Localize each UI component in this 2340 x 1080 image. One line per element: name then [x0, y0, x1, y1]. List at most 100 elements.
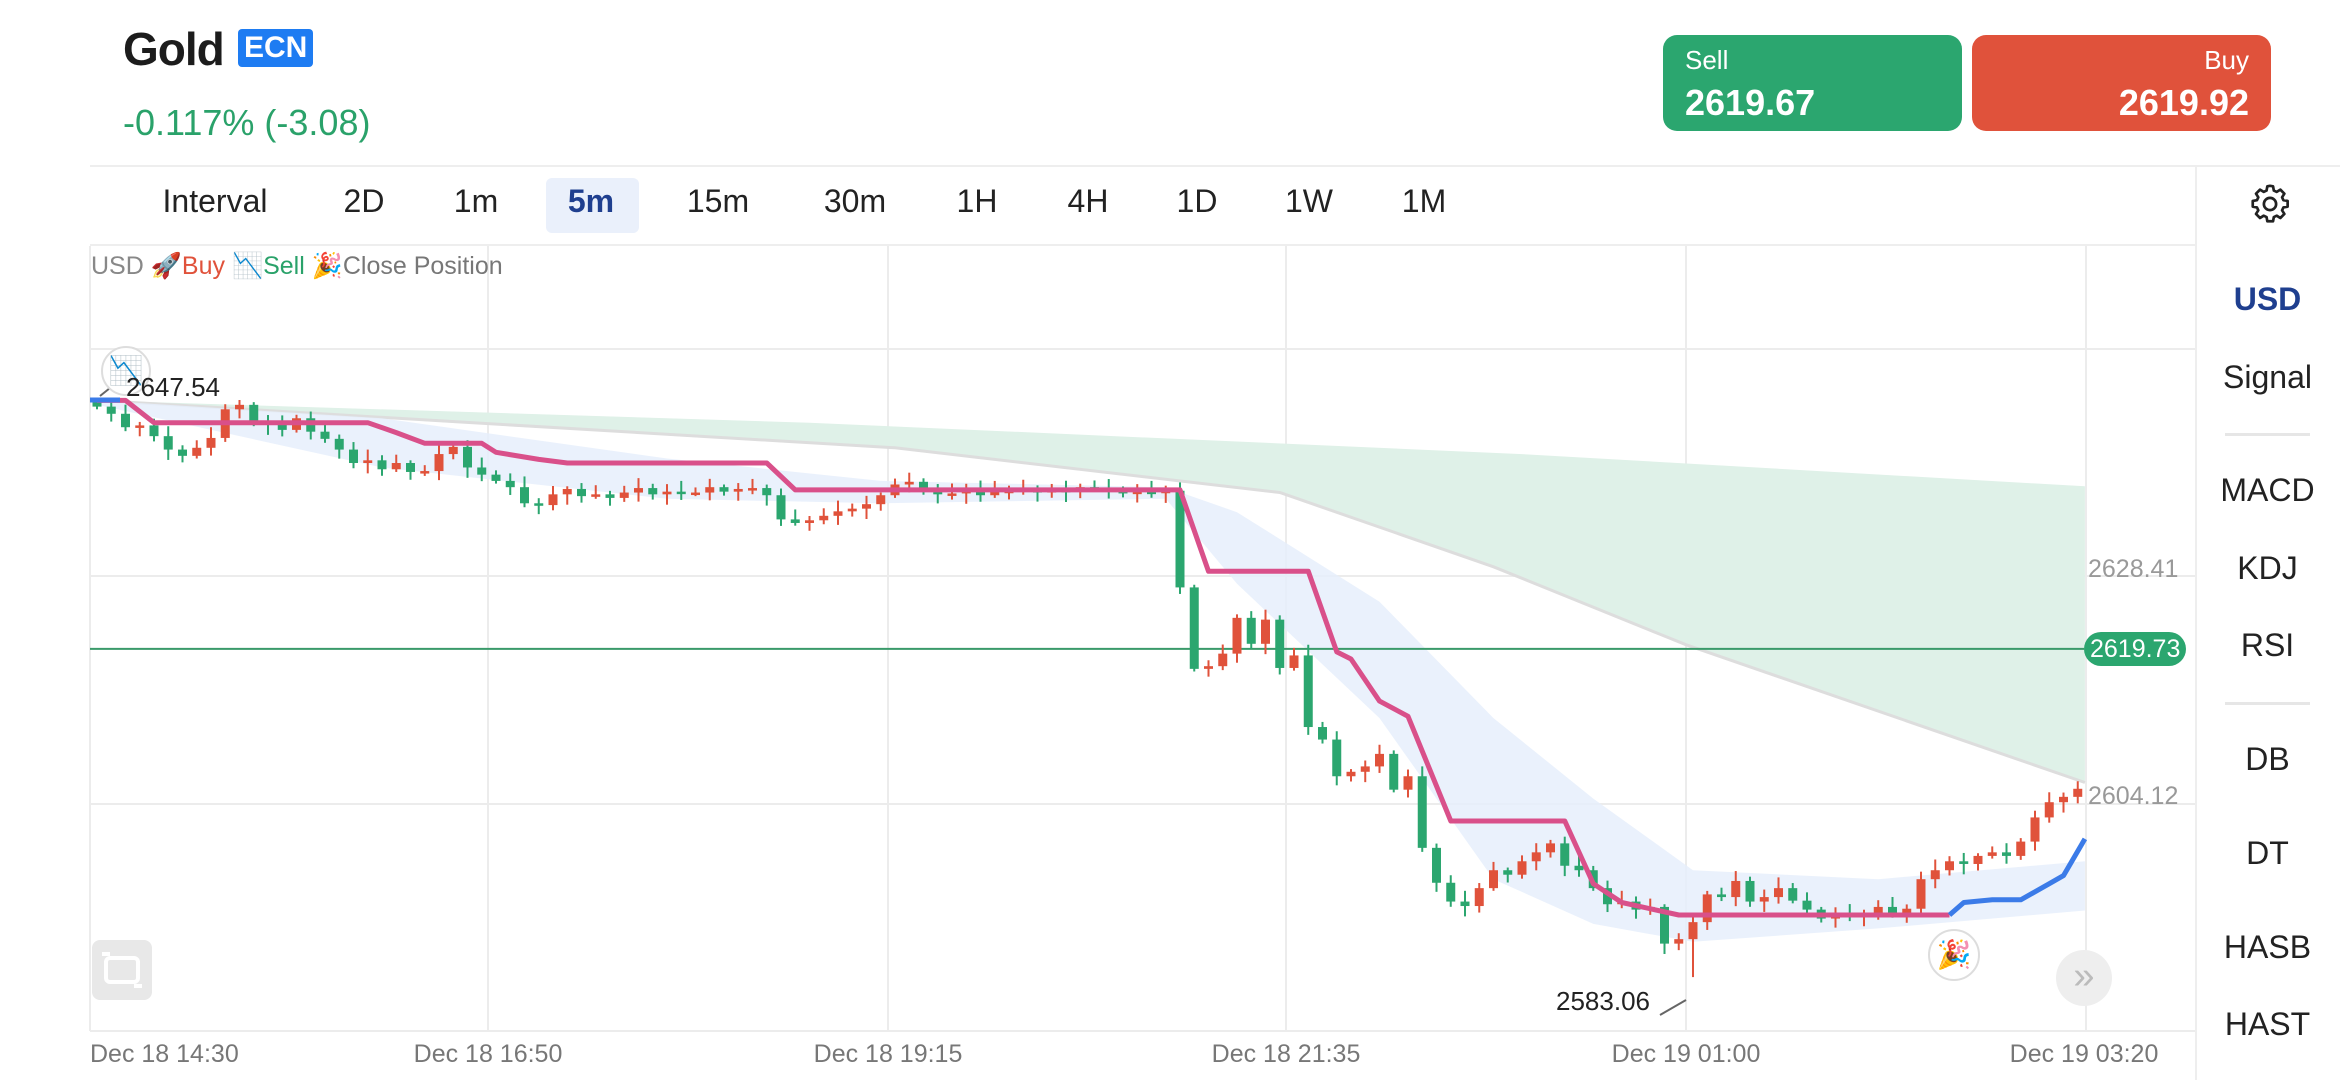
candle — [1474, 883, 1484, 913]
interval-15m[interactable]: 15m — [686, 183, 750, 219]
sell-signal-marker[interactable]: 📉 — [101, 346, 151, 396]
high-price-label: 2647.54 — [126, 372, 220, 402]
candle-body — [1503, 870, 1513, 875]
candle — [705, 478, 715, 501]
sidebar-item-hasb[interactable]: HASB — [2223, 929, 2312, 965]
close-position-marker[interactable]: 🎉 — [1928, 929, 1980, 981]
candle — [1403, 769, 1413, 798]
candle — [1959, 852, 1969, 875]
buy-button[interactable]: Buy 2619.92 — [1972, 35, 2271, 131]
interval-5m[interactable]: 5m — [567, 183, 615, 219]
sidebar-item-dt[interactable]: DT — [2246, 835, 2289, 871]
candle — [1774, 877, 1783, 904]
scroll-to-latest-button[interactable]: » — [2056, 950, 2112, 1006]
candle-body — [334, 438, 344, 450]
candle-body — [1275, 619, 1285, 668]
interval-1h[interactable]: 1H — [956, 183, 998, 219]
candle-body — [876, 495, 886, 505]
legend-close-position: Close Position — [342, 252, 503, 280]
interval-1mo[interactable]: 1M — [1401, 183, 1447, 219]
sidebar-item-kdj[interactable]: KDJ — [2237, 550, 2298, 586]
candle-body — [833, 511, 843, 516]
candle — [1717, 887, 1726, 902]
interval-2d[interactable]: 2D — [343, 183, 385, 219]
candle-body — [121, 413, 130, 428]
candle-body — [505, 480, 515, 488]
candle — [1346, 769, 1356, 782]
candle — [192, 440, 202, 459]
candle — [320, 421, 330, 443]
candle-body — [391, 463, 401, 470]
candle-body — [1945, 861, 1954, 871]
instrument-title: Gold — [123, 23, 225, 75]
candle — [862, 495, 871, 520]
sidebar-divider-line — [2225, 433, 2310, 436]
candle — [2016, 838, 2026, 860]
candle-body — [1175, 490, 1185, 588]
candle-body — [947, 493, 957, 496]
candle-body — [1973, 855, 1983, 864]
interval-1w[interactable]: 1W — [1285, 183, 1333, 219]
candle-body — [1132, 491, 1142, 495]
candle — [434, 444, 444, 481]
candle — [605, 490, 615, 506]
interval-30m[interactable]: 30m — [823, 183, 887, 219]
candle-body — [634, 488, 643, 493]
candle-body — [2059, 796, 2068, 803]
sidebar-item-usd[interactable]: USD — [2233, 281, 2302, 317]
candle — [1688, 913, 1698, 978]
candle — [819, 508, 829, 525]
candle — [1175, 482, 1185, 594]
candle — [548, 486, 558, 511]
candle-body — [862, 504, 871, 509]
candle-body — [562, 488, 572, 495]
candle — [1289, 647, 1299, 671]
trend-band-lower-line — [96, 398, 2086, 784]
candle — [662, 484, 672, 505]
interval-1d[interactable]: 1D — [1176, 183, 1218, 219]
candle — [1788, 883, 1798, 904]
candle — [1546, 839, 1555, 858]
candle-body — [1489, 870, 1498, 889]
candle-body — [1930, 870, 1940, 880]
candle — [762, 484, 772, 506]
rotate-screen-button[interactable] — [92, 940, 152, 1000]
party-popper-icon: 🎉 — [311, 252, 343, 280]
sidebar-item-signal[interactable]: Signal — [2223, 359, 2312, 395]
candle — [505, 473, 515, 495]
candle-body — [1346, 771, 1356, 777]
gear-icon[interactable] — [2247, 181, 2293, 227]
candle-body — [1460, 901, 1470, 907]
interval-4h[interactable]: 4H — [1067, 183, 1109, 219]
candle-body — [933, 490, 943, 495]
candle-body — [577, 488, 586, 497]
sidebar-item-macd[interactable]: MACD — [2220, 472, 2315, 508]
band-top-price-label: 2628.41 — [2088, 555, 2179, 583]
candle-body — [605, 494, 615, 498]
candle-body — [1289, 655, 1299, 668]
sell-button[interactable]: Sell 2619.67 — [1663, 35, 1962, 131]
interval-label[interactable]: Interval — [162, 183, 268, 219]
candle-body — [919, 481, 928, 491]
candle — [1531, 843, 1541, 871]
legend-buy: Buy — [181, 252, 225, 280]
candle — [1745, 876, 1755, 907]
sidebar-item-db[interactable]: DB — [2245, 741, 2290, 777]
candle — [1460, 890, 1470, 917]
candle-body — [1531, 852, 1541, 862]
sidebar-item-hast[interactable]: HAST — [2224, 1006, 2311, 1042]
candle — [719, 484, 729, 496]
candle-body — [1745, 880, 1755, 902]
sidebar-item-rsi[interactable]: RSI — [2240, 627, 2295, 663]
candle — [1503, 867, 1513, 883]
candle — [691, 487, 700, 497]
candle-body — [676, 491, 686, 495]
interval-1m[interactable]: 1m — [453, 183, 499, 219]
candle — [733, 483, 743, 501]
candle — [1132, 484, 1142, 503]
candle — [805, 515, 814, 531]
candle-body — [1417, 776, 1427, 848]
candle-body — [377, 460, 387, 470]
candle-body — [1432, 847, 1441, 883]
